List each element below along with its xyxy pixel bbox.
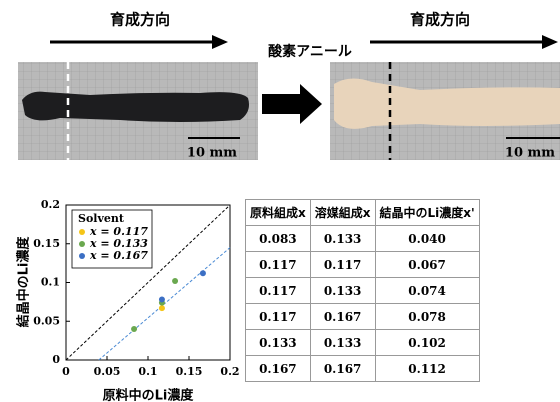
cell: 0.167 [310,304,375,330]
cell: 0.112 [375,356,479,382]
legend-label: x = 0.167 [89,249,148,262]
x-tick-label: 0.2 [220,365,239,378]
cell: 0.102 [375,330,479,356]
point [172,278,178,284]
y-tick-label: 0.1 [41,276,60,289]
cell: 0.117 [246,304,311,330]
legend-title: Solvent [78,212,125,225]
legend-marker [79,253,85,259]
scale-label: 10 mm [187,146,237,161]
x-tick-label: 0.15 [176,365,203,378]
legend-marker [79,229,85,235]
column-header: 原料組成x [246,200,311,226]
arrow-head [542,35,558,49]
cell: 0.167 [246,356,311,382]
cell: 0.133 [246,330,311,356]
point [159,305,165,311]
y-tick-label: 0.15 [33,237,60,250]
cell: 0.117 [246,252,311,278]
y-axis-title: 結晶中のLi濃度 [16,236,32,328]
x-tick-label: 0.05 [94,365,121,378]
column-header: 溶媒組成x [310,200,375,226]
cell: 0.078 [375,304,479,330]
x-tick-label: 0 [62,365,70,378]
legend-marker [79,241,85,247]
cell: 0.133 [310,278,375,304]
cell: 0.067 [375,252,479,278]
left-header: 育成方向 [110,11,170,29]
point [159,297,165,303]
process-arrow [262,84,322,124]
y-tick-label: 0.2 [41,198,60,211]
y-tick-label: 0 [52,353,60,366]
crystal-dark [22,92,249,122]
x-axis-title: 原料中のLi濃度 [103,388,195,402]
cell: 0.133 [310,226,375,252]
annotation: 酸素アニール [268,43,352,60]
scale-label: 10 mm [505,146,555,161]
point [131,326,137,332]
cell: 0.040 [375,226,479,252]
point [200,270,206,276]
arrow-head [212,35,228,49]
cell: 0.167 [310,356,375,382]
y-tick-label: 0.05 [33,314,60,327]
column-header: 結晶中のLi濃度x' [375,200,479,226]
cell: 0.133 [310,330,375,356]
cell: 0.117 [310,252,375,278]
cell: 0.117 [246,278,311,304]
cell: 0.083 [246,226,311,252]
figure: 育成方向 育成方向 酸素アニール 10 mm 10 mm 結晶中のLi濃度 原料… [0,0,560,402]
right-header: 育成方向 [410,11,470,29]
x-tick-label: 0.1 [138,365,157,378]
cell: 0.074 [375,278,479,304]
